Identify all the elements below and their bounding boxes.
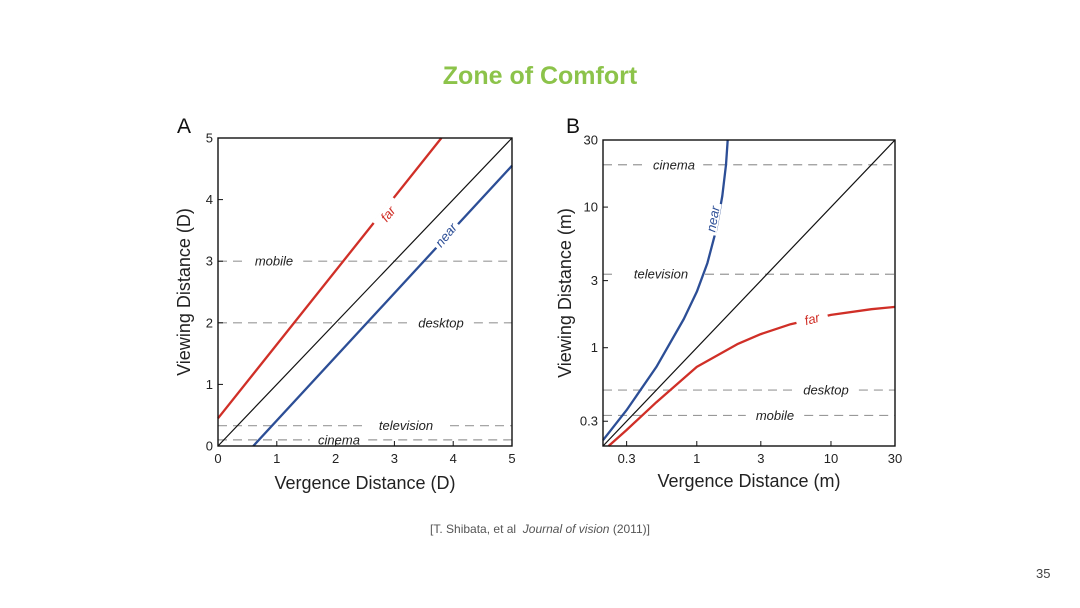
x-tick-label: 1 (693, 451, 700, 466)
x-tick-label: 5 (508, 451, 515, 466)
reference-label-mobile: mobile (756, 408, 794, 423)
citation-journal: Journal of vision (522, 522, 610, 536)
x-tick-label: 10 (824, 451, 838, 466)
y-tick-label: 10 (584, 200, 598, 215)
citation: [T. Shibata, et al Journal of vision (20… (0, 522, 1080, 536)
x-tick-label: 1 (273, 451, 280, 466)
reference-label-desktop: desktop (418, 315, 464, 330)
reference-label-cinema: cinema (653, 157, 695, 172)
y-tick-label: 3 (591, 273, 598, 288)
series-near-label-bg (430, 218, 461, 252)
series-far-label: far (803, 310, 822, 329)
series-far-line (217, 137, 443, 420)
reference-label-television: television (379, 418, 433, 433)
x-tick-label: 0 (214, 451, 221, 466)
plot-frame (602, 139, 896, 447)
reference-label-desktop: desktop (803, 383, 849, 398)
y-tick-label: 1 (206, 377, 213, 392)
series-far-line (607, 305, 896, 447)
x-tick-label: 30 (888, 451, 902, 466)
x-tick-label: 0.3 (618, 451, 636, 466)
panel-letter: A (177, 115, 191, 138)
y-axis-label: Viewing Distance (m) (555, 208, 575, 378)
plot-frame (217, 137, 513, 447)
series-near-line (602, 139, 729, 441)
citation-authors: [T. Shibata, et al (430, 522, 517, 536)
y-axis-label: Viewing Distance (D) (174, 208, 194, 376)
y-tick-label: 1 (591, 340, 598, 355)
y-tick-label: 3 (206, 254, 213, 269)
slide-title: Zone of Comfort (442, 62, 638, 90)
reference-label-mobile: mobile (255, 254, 293, 269)
x-axis-label: Vergence Distance (D) (274, 473, 455, 493)
series-far-label-bg (372, 197, 403, 231)
chart-panel-b: cinema television desktop mobile far near 0.3 1… (555, 115, 902, 491)
y-tick-label: 5 (206, 131, 213, 146)
series-near-label-bg (703, 202, 722, 236)
reference-label-cinema: cinema (318, 432, 360, 447)
y-tick-label: 0.3 (580, 414, 598, 429)
y-tick-label: 0 (206, 439, 213, 454)
page-number: 35 (1036, 566, 1051, 581)
series-near-label: near (703, 204, 722, 233)
panel-letter: B (566, 115, 580, 138)
x-tick-label: 3 (757, 451, 764, 466)
x-tick-label: 3 (391, 451, 398, 466)
reference-label-television: television (634, 267, 688, 282)
x-axis-label: Vergence Distance (m) (657, 471, 840, 491)
y-tick-label: 4 (206, 192, 213, 207)
x-tick-label: 2 (332, 451, 339, 466)
identity-line (602, 139, 896, 447)
citation-year: (2011)] (612, 522, 650, 536)
x-tick-label: 4 (450, 451, 457, 466)
identity-line (217, 137, 513, 447)
series-near-line (252, 164, 513, 447)
y-tick-label: 2 (206, 315, 213, 330)
y-tick-label: 30 (584, 133, 598, 148)
series-far-label-bg (794, 308, 830, 329)
